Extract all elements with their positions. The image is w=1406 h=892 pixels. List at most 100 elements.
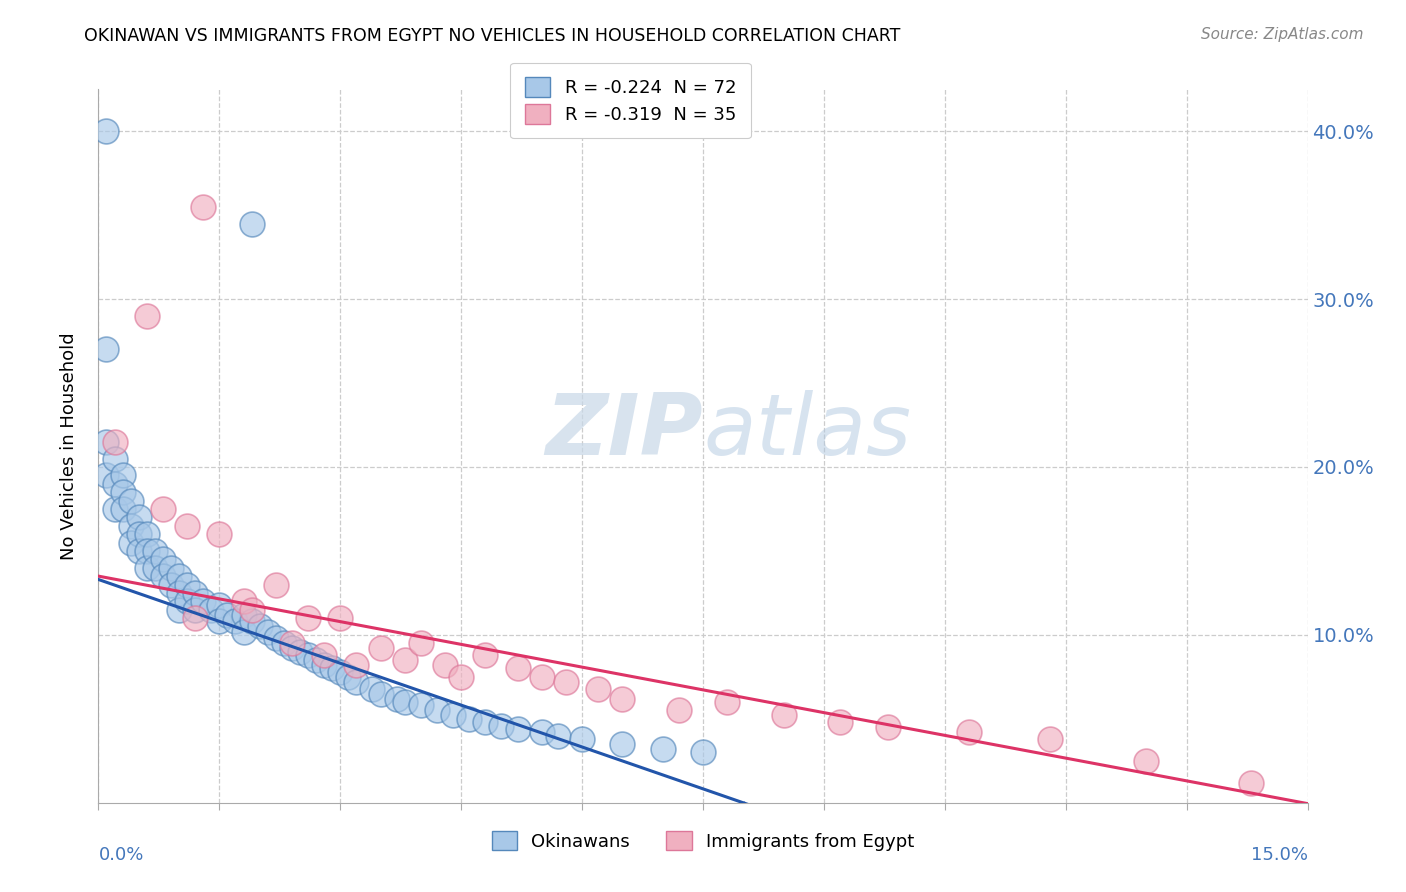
Point	[370, 641, 392, 656]
Point	[232, 594, 254, 608]
Point	[370, 687, 392, 701]
Point	[612, 691, 634, 706]
Point	[772, 708, 794, 723]
Point	[240, 615, 263, 629]
Point	[385, 691, 408, 706]
Point	[143, 544, 166, 558]
Point	[103, 502, 125, 516]
Point	[111, 485, 134, 500]
Point	[208, 527, 231, 541]
Point	[167, 586, 190, 600]
Point	[184, 611, 207, 625]
Point	[176, 518, 198, 533]
Text: ZIP: ZIP	[546, 390, 703, 474]
Point	[491, 718, 513, 732]
Point	[314, 658, 336, 673]
Point	[128, 527, 150, 541]
Point	[530, 670, 553, 684]
Point	[1240, 775, 1263, 789]
Point	[135, 544, 157, 558]
Point	[264, 632, 287, 646]
Point	[426, 703, 449, 717]
Point	[167, 569, 190, 583]
Point	[877, 720, 900, 734]
Point	[450, 670, 472, 684]
Point	[288, 645, 311, 659]
Point	[160, 577, 183, 591]
Text: 15.0%: 15.0%	[1250, 846, 1308, 863]
Point	[409, 636, 432, 650]
Point	[103, 451, 125, 466]
Point	[208, 615, 231, 629]
Point	[193, 594, 215, 608]
Point	[506, 661, 529, 675]
Point	[143, 560, 166, 574]
Point	[120, 535, 142, 549]
Point	[305, 653, 328, 667]
Point	[394, 653, 416, 667]
Point	[160, 560, 183, 574]
Point	[668, 703, 690, 717]
Point	[394, 695, 416, 709]
Point	[167, 603, 190, 617]
Text: Source: ZipAtlas.com: Source: ZipAtlas.com	[1201, 27, 1364, 42]
Point	[96, 434, 118, 449]
Point	[152, 552, 174, 566]
Point	[217, 607, 239, 622]
Point	[240, 603, 263, 617]
Point	[193, 200, 215, 214]
Text: 0.0%: 0.0%	[98, 846, 143, 863]
Point	[828, 715, 851, 730]
Point	[409, 698, 432, 713]
Text: atlas: atlas	[703, 390, 911, 474]
Text: OKINAWAN VS IMMIGRANTS FROM EGYPT NO VEHICLES IN HOUSEHOLD CORRELATION CHART: OKINAWAN VS IMMIGRANTS FROM EGYPT NO VEH…	[84, 27, 901, 45]
Point	[586, 681, 609, 696]
Point	[184, 586, 207, 600]
Point	[256, 624, 278, 639]
Point	[176, 594, 198, 608]
Point	[111, 468, 134, 483]
Point	[612, 737, 634, 751]
Point	[128, 510, 150, 524]
Point	[297, 648, 319, 662]
Point	[441, 708, 464, 723]
Point	[321, 661, 343, 675]
Point	[273, 636, 295, 650]
Point	[96, 124, 118, 138]
Point	[96, 468, 118, 483]
Point	[651, 742, 673, 756]
Y-axis label: No Vehicles in Household: No Vehicles in Household	[59, 332, 77, 560]
Point	[1135, 754, 1157, 768]
Point	[200, 603, 222, 617]
Point	[120, 493, 142, 508]
Point	[337, 670, 360, 684]
Point	[1039, 731, 1062, 746]
Point	[344, 658, 367, 673]
Point	[111, 502, 134, 516]
Point	[957, 725, 980, 739]
Point	[571, 731, 593, 746]
Point	[547, 729, 569, 743]
Point	[314, 648, 336, 662]
Point	[120, 518, 142, 533]
Point	[692, 746, 714, 760]
Point	[240, 217, 263, 231]
Point	[530, 725, 553, 739]
Point	[474, 715, 496, 730]
Point	[716, 695, 738, 709]
Point	[135, 560, 157, 574]
Point	[249, 619, 271, 633]
Point	[281, 636, 304, 650]
Point	[135, 527, 157, 541]
Point	[103, 476, 125, 491]
Point	[103, 434, 125, 449]
Point	[474, 648, 496, 662]
Point	[281, 641, 304, 656]
Point	[152, 569, 174, 583]
Point	[224, 615, 246, 629]
Legend: Okinawans, Immigrants from Egypt: Okinawans, Immigrants from Egypt	[477, 816, 929, 865]
Point	[135, 309, 157, 323]
Point	[128, 544, 150, 558]
Point	[208, 598, 231, 612]
Point	[184, 603, 207, 617]
